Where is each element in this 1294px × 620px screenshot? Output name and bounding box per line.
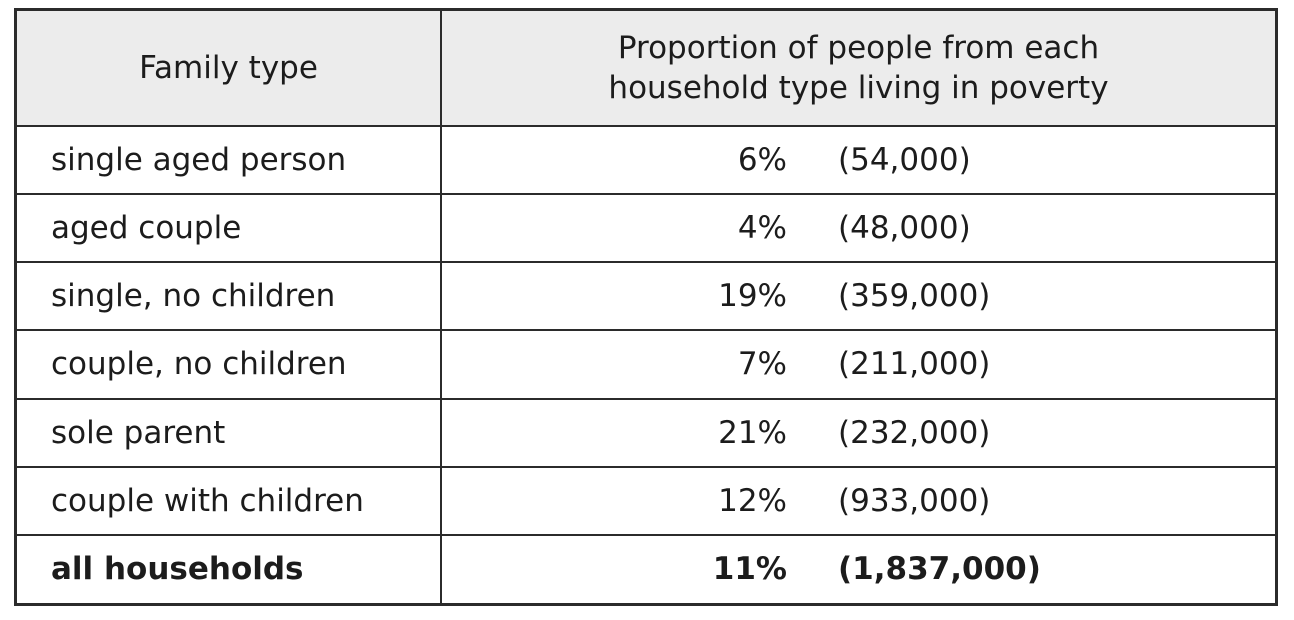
table-row: single, no children 19% (359,000): [17, 261, 1275, 332]
count-value: (54,000): [838, 142, 971, 179]
total-row: all households 11% (1,837,000): [17, 533, 1275, 603]
proportion-header-line-1: Proportion of people from each: [617, 30, 1100, 66]
count-value: (48,000): [838, 210, 971, 247]
family-type-cell: couple with children: [17, 465, 442, 536]
family-type-cell: sole parent: [17, 397, 442, 468]
total-count-value: (1,837,000): [838, 551, 1041, 588]
value-cell: 21% (232,000): [440, 397, 1275, 468]
total-percent-value: 11%: [712, 551, 787, 588]
value-cell: 4% (48,000): [440, 193, 1275, 264]
value-cell: 6% (54,000): [440, 124, 1275, 196]
value-cell: 7% (211,000): [440, 329, 1275, 400]
family-type-header: Family type: [17, 11, 442, 127]
table-row: couple, no children 7% (211,000): [17, 329, 1275, 400]
table-row: sole parent 21% (232,000): [17, 397, 1275, 468]
count-value: (933,000): [838, 482, 991, 519]
table-row: single aged person 6% (54,000): [17, 124, 1275, 196]
family-type-cell: single, no children: [17, 261, 442, 332]
percent-value: 4%: [737, 210, 787, 247]
value-cell: 12% (933,000): [440, 465, 1275, 536]
percent-value: 7%: [737, 346, 787, 383]
percent-value: 19%: [718, 278, 787, 315]
percent-value: 21%: [718, 414, 787, 451]
percent-value: 6%: [737, 142, 787, 179]
header-row: Family type Proportion of people from ea…: [17, 11, 1275, 127]
proportion-header: Proportion of people from each household…: [440, 11, 1275, 127]
table-row: couple with children 12% (933,000): [17, 465, 1275, 536]
family-type-cell: couple, no children: [17, 329, 442, 400]
value-cell: 19% (359,000): [440, 261, 1275, 332]
count-value: (232,000): [838, 414, 991, 451]
poverty-data-table: Family type Proportion of people from ea…: [17, 11, 1275, 603]
family-type-cell: aged couple: [17, 193, 442, 264]
total-value-cell: 11% (1,837,000): [440, 533, 1275, 603]
count-value: (211,000): [838, 346, 991, 383]
proportion-header-line-2: household type living in poverty: [608, 70, 1109, 106]
poverty-table: Family type Proportion of people from ea…: [14, 8, 1278, 606]
table-row: aged couple 4% (48,000): [17, 193, 1275, 264]
total-family-type-cell: all households: [17, 533, 442, 603]
count-value: (359,000): [838, 278, 991, 315]
percent-value: 12%: [718, 482, 787, 519]
family-type-cell: single aged person: [17, 124, 442, 196]
